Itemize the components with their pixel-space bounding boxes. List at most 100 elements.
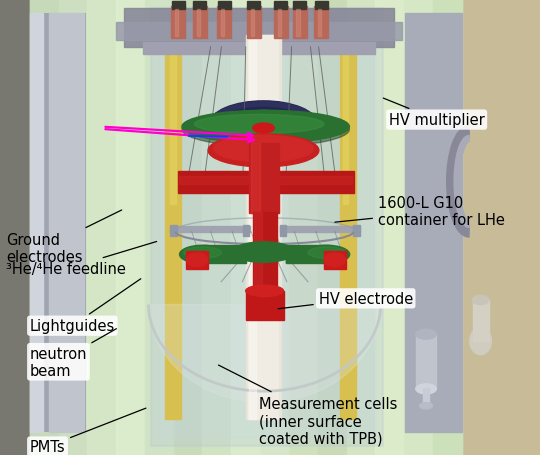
Bar bbox=[293, 7, 307, 39]
Bar bbox=[217, 7, 231, 39]
Text: Lightguides: Lightguides bbox=[30, 279, 141, 334]
Ellipse shape bbox=[184, 248, 221, 258]
Bar bbox=[353, 225, 360, 237]
Bar bbox=[248, 36, 278, 419]
Bar bbox=[116, 0, 145, 455]
Bar bbox=[30, 14, 86, 432]
Bar bbox=[289, 0, 318, 455]
Bar bbox=[159, 18, 375, 437]
Bar bbox=[274, 7, 288, 39]
Bar bbox=[186, 251, 208, 269]
Text: Ground
electrodes: Ground electrodes bbox=[6, 211, 122, 264]
Bar bbox=[231, 0, 260, 455]
Bar bbox=[347, 0, 375, 455]
Bar bbox=[251, 143, 260, 214]
Bar bbox=[286, 246, 329, 264]
Bar bbox=[170, 23, 176, 205]
Ellipse shape bbox=[303, 246, 350, 264]
Bar bbox=[49, 14, 84, 432]
Bar bbox=[318, 10, 321, 37]
Bar bbox=[247, 7, 261, 39]
Bar bbox=[296, 10, 300, 37]
Bar bbox=[170, 227, 250, 232]
Ellipse shape bbox=[253, 124, 274, 134]
Bar bbox=[254, 212, 262, 293]
Bar bbox=[174, 0, 202, 455]
Bar bbox=[423, 388, 429, 406]
Bar bbox=[249, 36, 256, 419]
Bar bbox=[280, 225, 286, 237]
Ellipse shape bbox=[232, 242, 295, 263]
Ellipse shape bbox=[186, 253, 208, 267]
Ellipse shape bbox=[179, 246, 226, 264]
Bar bbox=[375, 0, 404, 455]
Ellipse shape bbox=[324, 253, 346, 267]
Ellipse shape bbox=[182, 113, 349, 147]
Bar bbox=[280, 227, 360, 232]
Bar bbox=[246, 291, 284, 321]
Text: PMTs: PMTs bbox=[30, 408, 146, 454]
Bar bbox=[193, 7, 207, 39]
Bar bbox=[116, 23, 402, 41]
Bar bbox=[405, 14, 462, 432]
Ellipse shape bbox=[416, 384, 436, 394]
Bar bbox=[274, 2, 287, 10]
Bar bbox=[314, 7, 328, 39]
Bar bbox=[278, 172, 354, 194]
Ellipse shape bbox=[308, 248, 346, 258]
Text: ³He/⁴He feedline: ³He/⁴He feedline bbox=[6, 242, 157, 277]
Wedge shape bbox=[148, 305, 381, 403]
Ellipse shape bbox=[470, 328, 491, 355]
Bar bbox=[30, 14, 43, 432]
Bar bbox=[30, 0, 58, 455]
Bar bbox=[343, 23, 348, 205]
Bar bbox=[404, 0, 433, 455]
Bar bbox=[251, 10, 254, 37]
Bar bbox=[87, 0, 116, 455]
Bar bbox=[315, 2, 328, 10]
Bar bbox=[165, 36, 181, 419]
Ellipse shape bbox=[182, 111, 349, 144]
Bar bbox=[260, 0, 289, 455]
Bar bbox=[472, 300, 489, 341]
Bar bbox=[246, 36, 281, 419]
Bar bbox=[171, 7, 185, 39]
Bar bbox=[145, 0, 174, 455]
Bar bbox=[58, 0, 87, 455]
Bar bbox=[293, 2, 306, 10]
Bar bbox=[247, 2, 260, 10]
Bar bbox=[249, 143, 279, 214]
Bar bbox=[279, 177, 352, 185]
Bar bbox=[178, 172, 251, 194]
Bar bbox=[172, 2, 185, 10]
Ellipse shape bbox=[472, 296, 489, 305]
Bar bbox=[170, 225, 177, 237]
Ellipse shape bbox=[214, 136, 314, 162]
Bar bbox=[179, 177, 249, 185]
Bar bbox=[433, 0, 462, 455]
Bar bbox=[340, 36, 356, 419]
Bar bbox=[243, 225, 249, 237]
Text: HV electrode: HV electrode bbox=[278, 291, 413, 309]
Bar bbox=[0, 0, 30, 455]
Text: Measurement cells
(inner surface
coated with TPB): Measurement cells (inner surface coated … bbox=[219, 365, 397, 445]
Bar bbox=[124, 9, 394, 48]
Bar bbox=[318, 0, 347, 455]
Bar bbox=[278, 10, 281, 37]
Bar bbox=[197, 10, 200, 37]
Bar bbox=[202, 0, 231, 455]
Ellipse shape bbox=[208, 135, 319, 167]
Ellipse shape bbox=[194, 115, 324, 134]
Bar bbox=[253, 212, 277, 293]
Bar bbox=[202, 246, 246, 264]
Bar bbox=[151, 9, 383, 446]
Bar bbox=[30, 0, 462, 455]
Bar bbox=[218, 2, 231, 10]
Ellipse shape bbox=[420, 403, 433, 409]
Bar bbox=[462, 0, 540, 455]
Ellipse shape bbox=[416, 329, 436, 339]
Text: HV multiplier: HV multiplier bbox=[383, 99, 484, 128]
Bar bbox=[175, 10, 178, 37]
Text: 1600-L G10
container for LHe: 1600-L G10 container for LHe bbox=[335, 196, 505, 228]
Ellipse shape bbox=[246, 286, 284, 297]
